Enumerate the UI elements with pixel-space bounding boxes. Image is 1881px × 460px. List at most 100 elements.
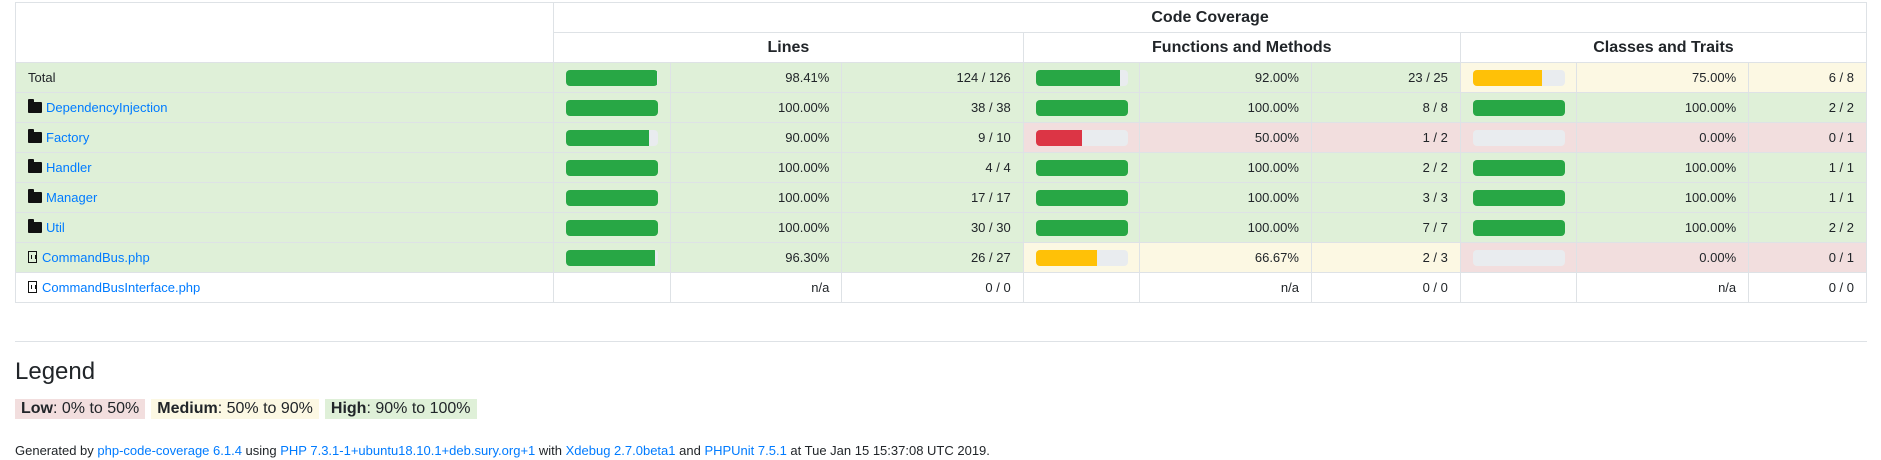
- legend-medium-label: Medium: [157, 400, 218, 417]
- footer-generated-by: Generated by: [15, 443, 98, 458]
- classes-progress-bar: [1472, 219, 1565, 236]
- footer-with: with: [535, 443, 566, 458]
- functions-percent: 66.67%: [1139, 242, 1312, 273]
- lines-percent: 100.00%: [669, 212, 843, 243]
- lines-progress-fill: [566, 189, 659, 206]
- functions-progress-fill: [1035, 99, 1128, 116]
- header-row-top: Code Coverage: [14, 2, 1867, 33]
- lines-progress-fill: [566, 129, 649, 146]
- classes-progress-fill: [1472, 99, 1565, 116]
- classes-progress-bar: [1472, 159, 1565, 176]
- lines-count: 124 / 126: [841, 62, 1024, 93]
- row-link[interactable]: CommandBus.php: [42, 250, 150, 265]
- lines-progress-fill: [566, 219, 659, 236]
- functions-percent: 100.00%: [1139, 212, 1312, 243]
- legend-low: Low: 0% to 50%: [15, 399, 146, 419]
- row-name-cell: Manager: [14, 182, 555, 213]
- row-link[interactable]: Manager: [46, 190, 98, 205]
- classes-progress-bar: [1472, 69, 1565, 86]
- classes-bar-cell: [1459, 242, 1578, 273]
- classes-percent: n/a: [1576, 272, 1750, 303]
- file-code-icon: [28, 251, 37, 263]
- functions-bar-cell: [1022, 182, 1141, 213]
- lines-count: 9 / 10: [841, 122, 1024, 153]
- functions-percent: 100.00%: [1139, 152, 1312, 183]
- lines-count: 26 / 27: [841, 242, 1024, 273]
- functions-bar-cell: [1022, 242, 1141, 273]
- functions-count: 7 / 7: [1310, 212, 1461, 243]
- classes-percent: 100.00%: [1576, 152, 1750, 183]
- lines-progress-bar: [566, 69, 659, 86]
- row-link[interactable]: Factory: [46, 130, 90, 145]
- functions-progress-fill: [1035, 159, 1128, 176]
- table-row: Factory 90.00% 9 / 10 50.00% 1 / 2 0.00% 0 / 1: [14, 122, 1867, 153]
- classes-percent: 100.00%: [1576, 92, 1750, 123]
- lines-progress-fill: [566, 69, 657, 86]
- classes-bar-cell: [1459, 152, 1578, 183]
- functions-progress-bar: [1035, 69, 1128, 86]
- folder-icon: [28, 99, 42, 113]
- functions-bar-cell: [1022, 122, 1141, 153]
- table-row: DependencyInjection 100.00% 38 / 38 100.00%…: [14, 92, 1867, 123]
- functions-progress-fill: [1035, 189, 1128, 206]
- lines-bar-cell: [553, 92, 671, 123]
- classes-progress-fill: [1472, 189, 1565, 206]
- lines-percent: n/a: [669, 272, 843, 303]
- classes-count: 6 / 8: [1748, 62, 1867, 93]
- functions-progress-fill: [1035, 129, 1082, 146]
- functions-bar-cell: [1022, 92, 1141, 123]
- functions-count: 8 / 8: [1310, 92, 1461, 123]
- link-xdebug[interactable]: Xdebug 2.7.0beta1: [565, 443, 676, 458]
- functions-count: 3 / 3: [1310, 182, 1461, 213]
- classes-percent: 100.00%: [1576, 212, 1750, 243]
- footer-and: and: [675, 443, 705, 458]
- legend-high-label: High: [330, 400, 367, 417]
- functions-count: 23 / 25: [1310, 62, 1461, 93]
- row-link[interactable]: Util: [46, 220, 65, 235]
- lines-bar-cell: [553, 242, 671, 273]
- functions-bar-cell: [1022, 152, 1141, 183]
- lines-count: 4 / 4: [841, 152, 1024, 183]
- functions-progress-bar: [1035, 99, 1128, 116]
- row-name-cell: CommandBusInterface.php: [14, 272, 555, 303]
- functions-count: 2 / 2: [1310, 152, 1461, 183]
- functions-progress-fill: [1035, 249, 1098, 266]
- legend-high: High: 90% to 100%: [324, 399, 477, 419]
- lines-percent: 90.00%: [669, 122, 843, 153]
- row-link[interactable]: CommandBusInterface.php: [42, 280, 201, 295]
- link-php-code-coverage[interactable]: php-code-coverage 6.1.4: [97, 443, 242, 458]
- link-phpunit[interactable]: PHPUnit 7.5.1: [704, 443, 787, 458]
- classes-count: 0 / 1: [1748, 122, 1867, 153]
- functions-bar-cell: [1022, 62, 1141, 93]
- functions-percent: n/a: [1139, 272, 1312, 303]
- classes-percent: 100.00%: [1576, 182, 1750, 213]
- functions-progress-fill: [1035, 69, 1121, 86]
- functions-percent: 92.00%: [1139, 62, 1312, 93]
- lines-bar-cell: [553, 272, 671, 303]
- file-code-icon: [28, 281, 37, 293]
- classes-bar-cell: [1459, 272, 1578, 303]
- lines-count: 38 / 38: [841, 92, 1024, 123]
- lines-progress-bar: [566, 189, 659, 206]
- classes-percent: 75.00%: [1576, 62, 1750, 93]
- lines-bar-cell: [553, 152, 671, 183]
- table-row: CommandBus.php 96.30% 26 / 27 66.67% 2 / 3 0.…: [14, 242, 1867, 273]
- row-link[interactable]: DependencyInjection: [46, 100, 168, 115]
- footer: Generated by php-code-coverage 6.1.4 usi…: [15, 443, 990, 458]
- functions-percent: 50.00%: [1139, 122, 1312, 153]
- row-link[interactable]: Handler: [46, 160, 92, 175]
- lines-progress-fill: [566, 159, 659, 176]
- functions-progress-fill: [1035, 219, 1128, 236]
- lines-bar-cell: [553, 122, 671, 153]
- legend: Low: 0% to 50% Medium: 50% to 90% High: 90…: [15, 399, 483, 419]
- classes-progress-fill: [1472, 159, 1565, 176]
- classes-progress-bar: [1472, 99, 1565, 116]
- link-php[interactable]: PHP 7.3.1-1+ubuntu18.10.1+deb.sury.org+1: [280, 443, 536, 458]
- functions-progress-bar: [1035, 129, 1128, 146]
- classes-count: 0 / 1: [1748, 242, 1867, 273]
- footer-at: at Tue Jan 15 15:37:08 UTC 2019.: [786, 443, 990, 458]
- folder-icon: [28, 159, 42, 173]
- row-name-cell: DependencyInjection: [14, 92, 555, 123]
- functions-bar-cell: [1022, 212, 1141, 243]
- header-row-groups: Lines Functions and Methods Classes and …: [14, 32, 1868, 63]
